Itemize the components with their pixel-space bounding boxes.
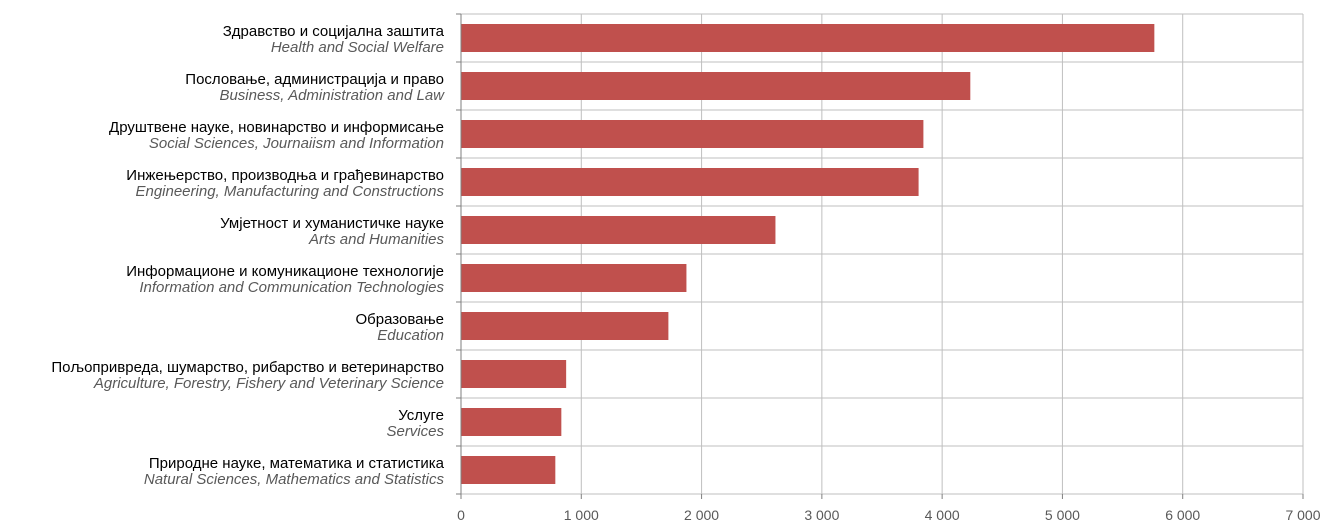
category-label-english: Business, Administration and Law bbox=[219, 87, 445, 104]
x-tick-label: 4 000 bbox=[925, 507, 960, 523]
x-tick-label: 0 bbox=[457, 507, 465, 523]
category-label-english: Services bbox=[386, 423, 444, 440]
bar bbox=[461, 408, 562, 436]
category-label-english: Social Sciences, Journaiism and Informat… bbox=[149, 135, 444, 152]
bar bbox=[461, 24, 1155, 52]
category-label: Пословање, администрација и право bbox=[185, 71, 444, 88]
category-label: Здравство и социјална заштита bbox=[223, 23, 445, 40]
x-tick-labels: 0 1 000 2 000 3 000 4 000 5 000 6 000 7 000 bbox=[457, 507, 1321, 523]
category-label-english: Engineering, Manufacturing and Construct… bbox=[135, 183, 444, 200]
bars bbox=[461, 24, 1155, 484]
category-label: Умјетност и хуманистичке науке bbox=[220, 215, 444, 232]
category-label-english: Information and Communication Technologi… bbox=[139, 279, 444, 296]
category-label-english: Health and Social Welfare bbox=[271, 39, 444, 56]
bar bbox=[461, 312, 669, 340]
x-tick-label: 2 000 bbox=[684, 507, 719, 523]
bar bbox=[461, 360, 567, 388]
category-label: Инжењерство, производња и грађевинарство bbox=[126, 167, 444, 184]
axes bbox=[456, 13, 1304, 499]
category-label: Информационе и комуникационе технологије bbox=[126, 263, 444, 280]
x-tick-label: 5 000 bbox=[1045, 507, 1080, 523]
category-label: Образовање bbox=[356, 311, 445, 328]
bar bbox=[461, 456, 556, 484]
category-label: Пољопривреда, шумарство, рибарство и вет… bbox=[51, 359, 444, 376]
x-tick-label: 1 000 bbox=[564, 507, 599, 523]
x-tick-label: 7 000 bbox=[1285, 507, 1320, 523]
bar bbox=[461, 168, 919, 196]
bar bbox=[461, 264, 687, 292]
bar bbox=[461, 72, 971, 100]
x-tick-label: 6 000 bbox=[1165, 507, 1200, 523]
category-label: Услуге bbox=[398, 407, 444, 424]
category-label-english: Agriculture, Forestry, Fishery and Veter… bbox=[93, 375, 444, 392]
category-label: Природне науке, математика и статистика bbox=[149, 455, 445, 472]
category-label-english: Education bbox=[377, 327, 444, 344]
bar bbox=[461, 120, 924, 148]
category-label: Друштвене науке, новинарство и информиса… bbox=[109, 119, 444, 136]
category-label-english: Natural Sciences, Mathematics and Statis… bbox=[144, 471, 445, 488]
x-tick-label: 3 000 bbox=[804, 507, 839, 523]
category-label-english: Arts and Humanities bbox=[308, 231, 445, 248]
bar bbox=[461, 216, 776, 244]
